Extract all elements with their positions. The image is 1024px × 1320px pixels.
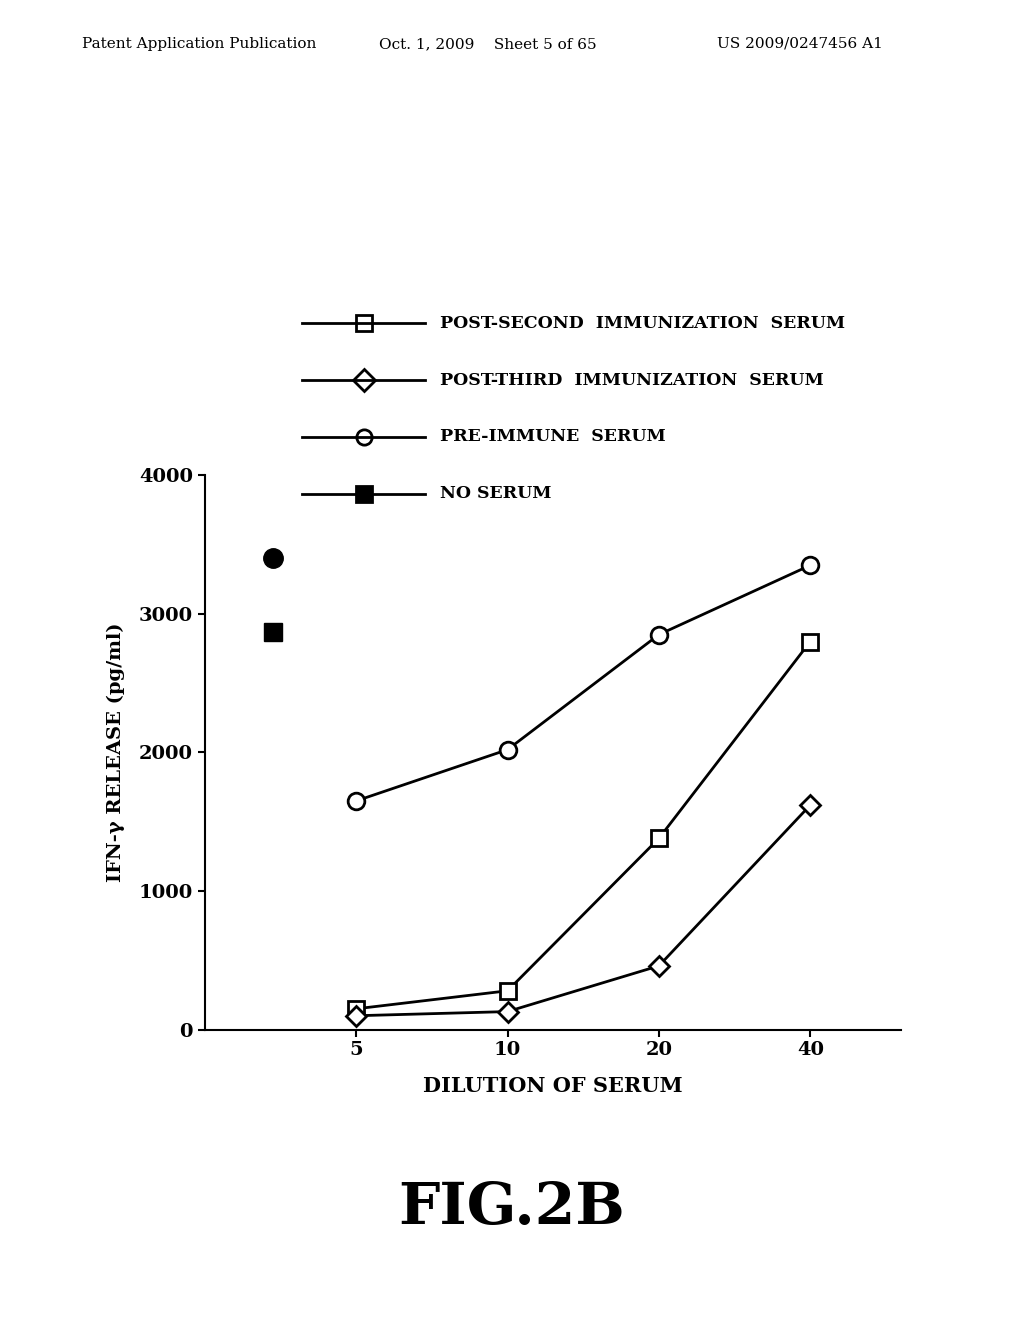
POST-SECOND  IMMUNIZATION  SERUM <box>502 983 514 999</box>
PRE-IMMUNE  SERUM <box>502 742 514 758</box>
Text: US 2009/0247456 A1: US 2009/0247456 A1 <box>717 37 883 51</box>
Text: Oct. 1, 2009    Sheet 5 of 65: Oct. 1, 2009 Sheet 5 of 65 <box>379 37 597 51</box>
POST-THIRD  IMMUNIZATION  SERUM <box>502 1003 514 1019</box>
POST-SECOND  IMMUNIZATION  SERUM <box>804 634 816 649</box>
POST-THIRD  IMMUNIZATION  SERUM <box>652 958 665 974</box>
Text: PRE-IMMUNE  SERUM: PRE-IMMUNE SERUM <box>440 429 666 445</box>
Y-axis label: IFN-γ RELEASE (pg/ml): IFN-γ RELEASE (pg/ml) <box>106 623 125 882</box>
Line: POST-THIRD  IMMUNIZATION  SERUM: POST-THIRD IMMUNIZATION SERUM <box>349 799 817 1023</box>
POST-THIRD  IMMUNIZATION  SERUM <box>350 1008 362 1024</box>
X-axis label: DILUTION OF SERUM: DILUTION OF SERUM <box>423 1076 683 1096</box>
Text: POST-THIRD  IMMUNIZATION  SERUM: POST-THIRD IMMUNIZATION SERUM <box>440 372 824 388</box>
Line: PRE-IMMUNE  SERUM: PRE-IMMUNE SERUM <box>348 557 818 809</box>
Text: POST-SECOND  IMMUNIZATION  SERUM: POST-SECOND IMMUNIZATION SERUM <box>440 315 846 331</box>
PRE-IMMUNE  SERUM <box>652 627 665 643</box>
POST-SECOND  IMMUNIZATION  SERUM <box>652 830 665 846</box>
POST-SECOND  IMMUNIZATION  SERUM <box>350 1001 362 1016</box>
Line: POST-SECOND  IMMUNIZATION  SERUM: POST-SECOND IMMUNIZATION SERUM <box>348 634 818 1016</box>
Text: NO SERUM: NO SERUM <box>440 486 552 502</box>
PRE-IMMUNE  SERUM <box>350 793 362 809</box>
PRE-IMMUNE  SERUM <box>804 557 816 573</box>
Text: Patent Application Publication: Patent Application Publication <box>82 37 316 51</box>
Text: FIG.2B: FIG.2B <box>398 1180 626 1236</box>
POST-THIRD  IMMUNIZATION  SERUM <box>804 797 816 813</box>
